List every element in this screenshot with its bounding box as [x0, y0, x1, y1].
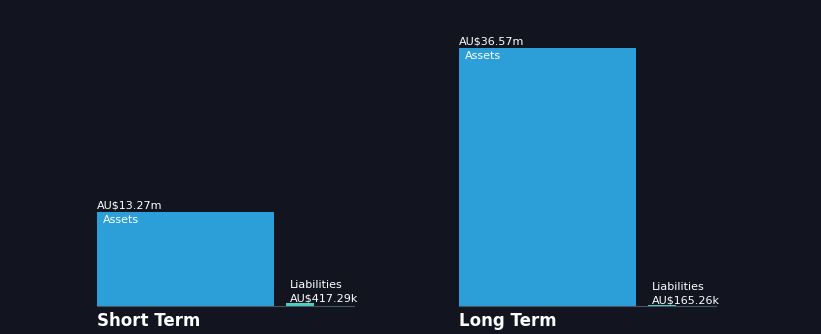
Text: AU$36.57m: AU$36.57m [459, 36, 524, 46]
Text: Long Term: Long Term [459, 312, 557, 330]
Bar [97, 212, 273, 306]
Bar [286, 303, 314, 306]
Text: AU$417.29k: AU$417.29k [290, 294, 358, 304]
Text: AU$165.26k: AU$165.26k [652, 296, 720, 306]
Text: Liabilities: Liabilities [652, 282, 704, 292]
Text: AU$13.27m: AU$13.27m [97, 200, 163, 210]
Text: Short Term: Short Term [97, 312, 200, 330]
Bar [459, 48, 635, 306]
Text: Assets: Assets [466, 51, 502, 61]
Text: Liabilities: Liabilities [290, 280, 342, 290]
Bar [648, 305, 676, 306]
Text: Assets: Assets [103, 215, 140, 225]
